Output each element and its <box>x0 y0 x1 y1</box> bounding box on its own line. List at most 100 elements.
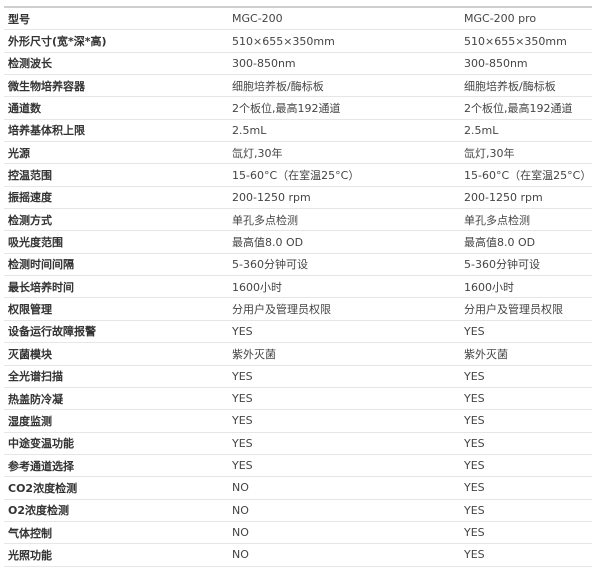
mgc-200-pro-value: 最高值8.0 OD <box>464 236 536 250</box>
spec-label: 权限管理 <box>8 303 52 317</box>
table-row: O2浓度检测 NO YES <box>4 500 592 522</box>
mgc-200-pro-value: YES <box>464 548 485 562</box>
table-row: 检测波长 300-850nm 300-850nm <box>4 53 592 76</box>
mgc-200-pro-value: 510×655×350mm <box>464 34 567 48</box>
table-row: 光源 氙灯,30年 氙灯,30年 <box>4 142 592 165</box>
mgc-200-pro-value: 300-850nm <box>464 56 528 70</box>
spec-label: 型号 <box>8 12 30 26</box>
mgc-200-pro-value: MGC-200 pro <box>464 12 537 26</box>
mgc-200-pro-value: 2个板位,最高192通道 <box>464 102 573 116</box>
mgc-200-value: NO <box>232 503 249 517</box>
mgc-200-value: 2.5mL <box>232 123 267 137</box>
mgc-200-pro-value: 15-60°C（在室温25°C） <box>464 169 592 183</box>
mgc-200-value: 1600小时 <box>232 280 282 294</box>
mgc-200-pro-value: 5-360分钟可设 <box>464 258 540 272</box>
mgc-200-pro-value: YES <box>464 324 485 338</box>
spec-comparison-table: 型号 MGC-200 MGC-200 pro 外形尺寸(宽*深*高) 510×655×3… <box>4 6 592 567</box>
mgc-200-value: NO <box>232 481 249 495</box>
mgc-200-pro-value: YES <box>464 503 485 517</box>
mgc-200-value: 200-1250 rpm <box>232 190 311 204</box>
mgc-200-pro-value: YES <box>464 526 485 540</box>
table-row: 灭菌模块 紫外灭菌 紫外灭菌 <box>4 343 592 366</box>
spec-label: 微生物培养容器 <box>8 79 85 93</box>
spec-label: 气体控制 <box>8 526 52 540</box>
table-row: 设备运行故障报警 YES YES <box>4 321 592 344</box>
spec-label: 培养基体积上限 <box>8 124 85 138</box>
table-row: 检测方式 单孔多点检测 单孔多点检测 <box>4 209 592 232</box>
mgc-200-value: 5-360分钟可设 <box>232 258 308 272</box>
mgc-200-value: MGC-200 <box>232 12 283 26</box>
table-row: 中途变温功能 YES YES <box>4 433 592 455</box>
mgc-200-pro-value: YES <box>464 414 485 428</box>
spec-label: 最长培养时间 <box>8 280 74 294</box>
table-row: 控温范围 15-60°C（在室温25°C） 15-60°C（在室温25°C） <box>4 164 592 187</box>
table-row: 微生物培养容器 细胞培养板/酶标板 细胞培养板/酶标板 <box>4 75 592 98</box>
table-row: 光照功能 NO YES <box>4 544 592 567</box>
mgc-200-value: YES <box>232 459 253 473</box>
mgc-200-pro-value: YES <box>464 436 485 450</box>
spec-label: 设备运行故障报警 <box>8 325 96 339</box>
mgc-200-pro-value: 分用户及管理员权限 <box>464 303 563 317</box>
mgc-200-value: YES <box>232 392 253 406</box>
table-row: 振摇速度 200-1250 rpm 200-1250 rpm <box>4 187 592 210</box>
spec-label: 光源 <box>8 146 30 160</box>
spec-label: 检测时间间隔 <box>8 258 74 272</box>
mgc-200-value: NO <box>232 548 249 562</box>
spec-label: 湿度监测 <box>8 414 52 428</box>
spec-label: O2浓度检测 <box>8 504 70 518</box>
mgc-200-pro-value: YES <box>464 369 485 383</box>
spec-label: 中途变温功能 <box>8 437 74 451</box>
mgc-200-pro-value: 氙灯,30年 <box>464 146 515 160</box>
mgc-200-pro-value: YES <box>464 459 485 473</box>
spec-label: 灭菌模块 <box>8 347 52 361</box>
mgc-200-pro-value: 1600小时 <box>464 280 514 294</box>
table-row: 湿度监测 YES YES <box>4 410 592 433</box>
spec-label: CO2浓度检测 <box>8 481 78 495</box>
spec-label: 参考通道选择 <box>8 459 74 473</box>
mgc-200-pro-value: 2.5mL <box>464 123 499 137</box>
mgc-200-value: 2个板位,最高192通道 <box>232 102 341 116</box>
spec-label: 控温范围 <box>8 169 52 183</box>
mgc-200-value: YES <box>232 324 253 338</box>
table-row: 通道数 2个板位,最高192通道 2个板位,最高192通道 <box>4 97 592 120</box>
table-row: CO2浓度检测 NO YES <box>4 477 592 500</box>
mgc-200-value: 分用户及管理员权限 <box>232 303 331 317</box>
spec-label: 检测波长 <box>8 57 52 71</box>
spec-label: 振摇速度 <box>8 191 52 205</box>
table-row: 气体控制 NO YES <box>4 522 592 545</box>
table-row: 参考通道选择 YES YES <box>4 455 592 478</box>
mgc-200-pro-value: YES <box>464 392 485 406</box>
table-row: 吸光度范围 最高值8.0 OD 最高值8.0 OD <box>4 231 592 254</box>
mgc-200-pro-value: 单孔多点检测 <box>464 213 530 227</box>
spec-label: 吸光度范围 <box>8 236 63 250</box>
mgc-200-value: 15-60°C（在室温25°C） <box>232 169 360 183</box>
table-row: 培养基体积上限 2.5mL 2.5mL <box>4 120 592 143</box>
mgc-200-value: 单孔多点检测 <box>232 213 298 227</box>
mgc-200-pro-value: 200-1250 rpm <box>464 190 543 204</box>
spec-label: 检测方式 <box>8 213 52 227</box>
spec-label: 光照功能 <box>8 548 52 562</box>
mgc-200-value: YES <box>232 436 253 450</box>
table-row: 权限管理 分用户及管理员权限 分用户及管理员权限 <box>4 298 592 321</box>
mgc-200-value: 氙灯,30年 <box>232 146 283 160</box>
mgc-200-value: YES <box>232 414 253 428</box>
mgc-200-value: 300-850nm <box>232 56 296 70</box>
spec-label: 外形尺寸(宽*深*高) <box>8 35 107 49</box>
table-row: 检测时间间隔 5-360分钟可设 5-360分钟可设 <box>4 254 592 277</box>
mgc-200-value: 紫外灭菌 <box>232 347 276 361</box>
mgc-200-value: 最高值8.0 OD <box>232 236 304 250</box>
table-row: 全光谱扫描 YES YES <box>4 366 592 388</box>
spec-label: 全光谱扫描 <box>8 370 63 384</box>
mgc-200-value: 510×655×350mm <box>232 34 335 48</box>
table-row: 外形尺寸(宽*深*高) 510×655×350mm 510×655×350mm <box>4 30 592 53</box>
spec-label: 热盖防冷凝 <box>8 392 63 406</box>
mgc-200-value: YES <box>232 369 253 383</box>
mgc-200-pro-value: 细胞培养板/酶标板 <box>464 79 556 93</box>
table-row: 最长培养时间 1600小时 1600小时 <box>4 276 592 299</box>
spec-label: 通道数 <box>8 102 41 116</box>
mgc-200-pro-value: YES <box>464 481 485 495</box>
table-header-row: 型号 MGC-200 MGC-200 pro <box>4 8 592 31</box>
mgc-200-value: NO <box>232 526 249 540</box>
mgc-200-pro-value: 紫外灭菌 <box>464 347 508 361</box>
mgc-200-value: 细胞培养板/酶标板 <box>232 79 324 93</box>
